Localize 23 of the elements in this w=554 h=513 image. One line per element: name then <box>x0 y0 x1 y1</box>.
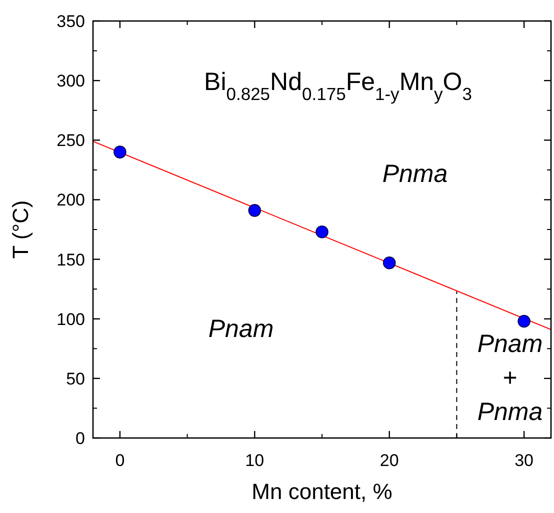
y-tick-label: 350 <box>56 12 85 31</box>
annotation: Pnam <box>208 315 274 343</box>
x-tick-label: 20 <box>380 451 399 470</box>
text: Bi$_{0.825}$Nd$_{0.175}$Fe$_{1-y}$Mn$_{y}$O$_{3}$ <box>204 68 472 104</box>
point <box>382 256 396 270</box>
point <box>316 225 328 238</box>
x-tick-label: 10 <box>245 451 264 470</box>
y-axis-title: T (°C) <box>8 200 33 259</box>
annotation: Pnam + Pnma <box>477 330 543 426</box>
point <box>114 146 126 158</box>
point <box>518 314 530 328</box>
x-tick-label: 0 <box>115 451 125 470</box>
y-tick-label: 100 <box>56 310 85 329</box>
y-tick-label: 250 <box>56 131 85 150</box>
point <box>248 204 262 217</box>
y-tick-label: 150 <box>56 250 85 270</box>
annotation: Pnma <box>382 160 448 188</box>
y-tick-label: 50 <box>66 369 85 388</box>
y-tick-label: 300 <box>56 72 85 91</box>
y-tick-label: 200 <box>56 190 85 210</box>
y-tick-label: 0 <box>76 429 85 448</box>
x-tick-label: 30 <box>514 451 534 470</box>
x-axis-title: Mn content, % <box>252 479 392 504</box>
